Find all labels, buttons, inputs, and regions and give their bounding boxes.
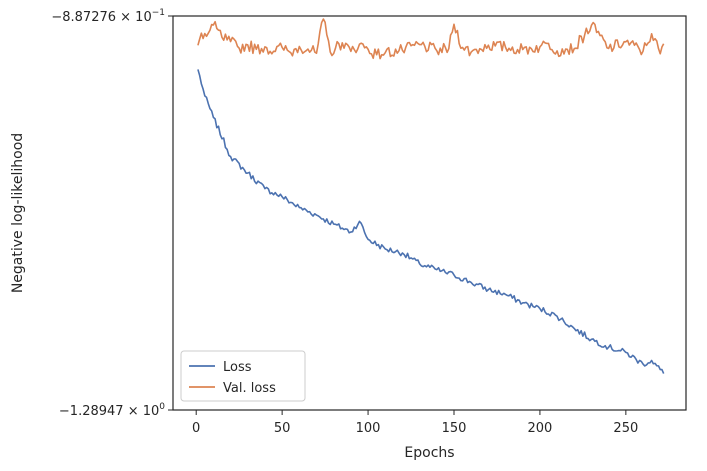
x-tick-label: 100	[356, 421, 381, 436]
legend-box	[180, 350, 306, 402]
plot-area	[173, 16, 686, 410]
plot-frame	[172, 15, 687, 411]
axes-layer: 0 50 100 150 200 250 −8.87276 × 10−1 −1.28947 ×…	[51, 8, 687, 436]
x-tick-label: 0	[192, 421, 200, 436]
series-line-val-loss	[197, 18, 665, 60]
plot-background	[173, 16, 686, 410]
series-line-loss	[197, 69, 665, 374]
legend: Loss Val. loss	[180, 350, 306, 402]
legend-label-loss: Loss	[223, 360, 252, 375]
x-tick-label: 250	[613, 421, 638, 436]
x-axis-title: Epochs	[404, 445, 454, 461]
series-layer	[197, 18, 665, 374]
x-tick-label: 150	[442, 421, 467, 436]
y-tick-label: −8.87276 × 10−1	[51, 8, 165, 25]
x-tick-label: 50	[274, 421, 291, 436]
x-tick-label: 200	[528, 421, 553, 436]
y-axis-title: Negative log-likelihood	[10, 133, 26, 293]
legend-label-val-loss: Val. loss	[223, 381, 276, 396]
y-tick-label: −1.28947 × 100	[59, 402, 165, 419]
